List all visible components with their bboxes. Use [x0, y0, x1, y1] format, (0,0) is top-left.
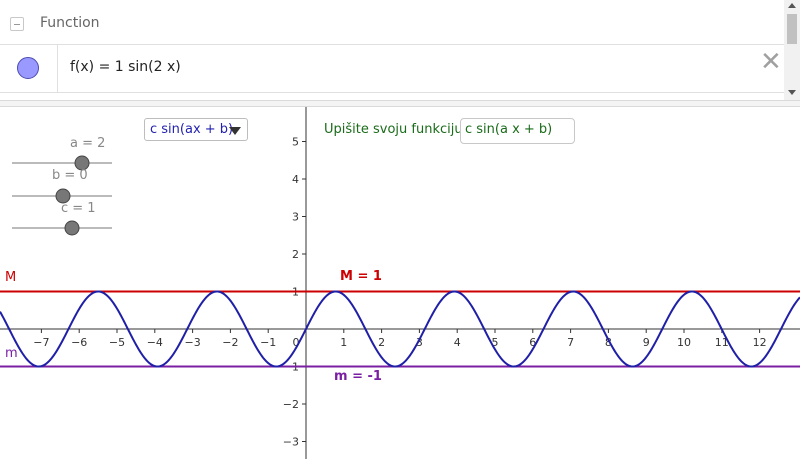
- slider-b[interactable]: [12, 188, 112, 204]
- graphics-view[interactable]: −7−6−5−4−3−2−10123456789101112−3−2−11234…: [0, 107, 800, 459]
- row-divider: [57, 45, 58, 93]
- function-dropdown[interactable]: c sin(ax + b): [144, 118, 248, 141]
- x-tick-label: 3: [416, 336, 423, 349]
- close-icon[interactable]: ✕: [760, 47, 782, 77]
- x-tick-label: −2: [222, 336, 238, 349]
- scroll-up-icon[interactable]: [788, 3, 796, 8]
- view-splitter[interactable]: [0, 100, 800, 107]
- algebra-view: Function f(x) = 1 sin(2 x) ✕: [0, 0, 800, 104]
- x-tick-label: 11: [715, 336, 729, 349]
- function-plot[interactable]: −7−6−5−4−3−2−10123456789101112−3−2−11234…: [0, 107, 800, 459]
- min-line-label: m = -1: [334, 369, 382, 384]
- x-tick-label: −3: [184, 336, 200, 349]
- x-tick-label: 0: [293, 336, 300, 349]
- scroll-down-icon[interactable]: [788, 90, 796, 95]
- x-tick-label: 9: [643, 336, 650, 349]
- dropdown-arrow-icon[interactable]: [229, 127, 241, 135]
- x-tick-label: 10: [677, 336, 691, 349]
- function-input[interactable]: c sin(a x + b): [460, 118, 575, 144]
- x-tick-label: −1: [260, 336, 276, 349]
- input-caption: Upišite svoju funkciju:: [324, 122, 467, 137]
- slider-b-handle: [55, 188, 71, 204]
- y-tick-label: 3: [292, 211, 299, 224]
- x-tick-label: 2: [378, 336, 385, 349]
- visibility-toggle-icon[interactable]: [17, 57, 39, 79]
- algebra-scrollbar[interactable]: [784, 0, 800, 100]
- algebra-category-header: Function: [0, 0, 784, 45]
- x-tick-label: −7: [33, 336, 49, 349]
- slider-c-label: c = 1: [61, 201, 96, 216]
- y-tick-label: −3: [283, 436, 299, 449]
- slider-c[interactable]: [12, 220, 112, 236]
- x-tick-label: −5: [109, 336, 125, 349]
- x-tick-label: −6: [71, 336, 87, 349]
- max-line-name: M: [5, 270, 17, 285]
- x-tick-label: 1: [340, 336, 347, 349]
- y-tick-label: 2: [292, 248, 299, 261]
- slider-a-label: a = 2: [70, 136, 106, 151]
- min-line-name: m: [5, 346, 18, 361]
- slider-a[interactable]: [12, 155, 112, 171]
- max-line-label: M = 1: [340, 269, 382, 284]
- function-definition[interactable]: f(x) = 1 sin(2 x): [70, 59, 181, 75]
- category-label: Function: [40, 15, 100, 31]
- x-tick-label: 8: [605, 336, 612, 349]
- slider-b-label: b = 0: [52, 168, 88, 183]
- slider-a-handle: [74, 155, 90, 171]
- y-tick-label: 4: [292, 173, 299, 186]
- dropdown-selected-value: c sin(ax + b): [150, 122, 234, 137]
- collapse-icon[interactable]: [10, 17, 24, 31]
- function-curve: [0, 290, 800, 368]
- slider-c-handle: [64, 220, 80, 236]
- x-tick-label: 7: [567, 336, 574, 349]
- x-tick-label: 5: [492, 336, 499, 349]
- x-tick-label: 6: [529, 336, 536, 349]
- algebra-item-row[interactable]: f(x) = 1 sin(2 x) ✕: [0, 45, 784, 93]
- y-tick-label: −2: [283, 398, 299, 411]
- y-tick-label: 5: [292, 136, 299, 149]
- x-tick-label: 4: [454, 336, 461, 349]
- x-tick-label: −4: [147, 336, 163, 349]
- x-tick-label: 12: [753, 336, 767, 349]
- scroll-thumb[interactable]: [787, 14, 797, 44]
